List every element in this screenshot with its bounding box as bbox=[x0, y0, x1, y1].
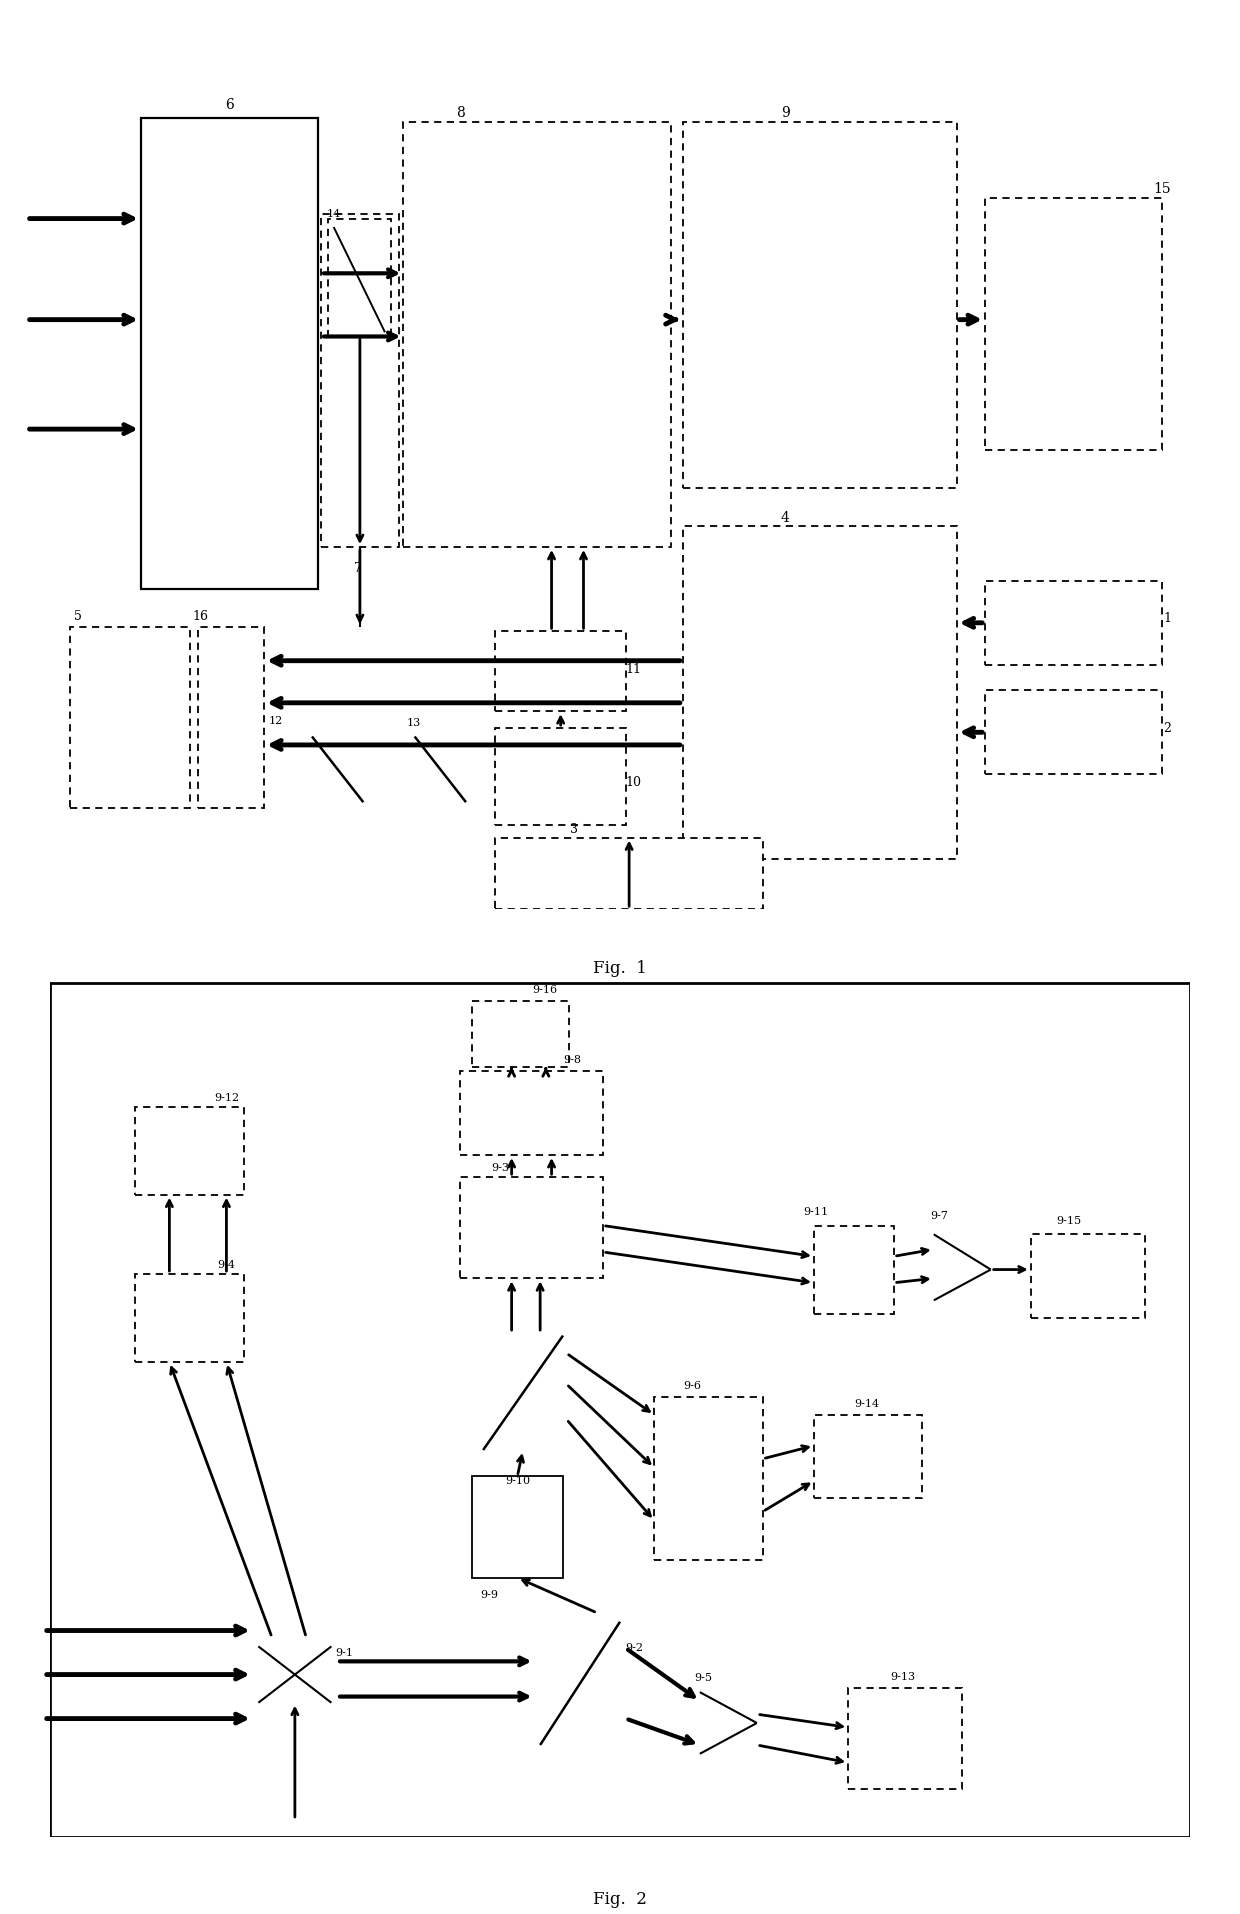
Text: 2: 2 bbox=[1163, 722, 1172, 735]
Text: 14: 14 bbox=[327, 209, 341, 218]
Text: 9: 9 bbox=[781, 107, 790, 121]
Bar bbox=[321, 214, 399, 547]
Text: 9-16: 9-16 bbox=[532, 984, 557, 995]
Bar bbox=[683, 526, 956, 859]
Text: 15: 15 bbox=[1153, 182, 1171, 195]
Bar bbox=[460, 1072, 603, 1154]
Text: 9-6: 9-6 bbox=[683, 1380, 701, 1391]
Bar bbox=[848, 1688, 962, 1790]
Text: 7: 7 bbox=[353, 561, 362, 574]
Text: 16: 16 bbox=[192, 611, 208, 624]
Text: 10: 10 bbox=[626, 777, 641, 789]
Text: 9-13: 9-13 bbox=[890, 1673, 915, 1682]
Text: 9-1: 9-1 bbox=[335, 1648, 353, 1658]
Text: 9-2: 9-2 bbox=[626, 1642, 644, 1654]
Bar bbox=[141, 117, 317, 590]
Text: 9-4: 9-4 bbox=[217, 1259, 236, 1271]
Text: 11: 11 bbox=[626, 662, 641, 676]
Text: 1: 1 bbox=[1163, 612, 1172, 626]
Bar bbox=[135, 1106, 243, 1194]
Bar bbox=[471, 1476, 563, 1577]
Text: 9-12: 9-12 bbox=[213, 1093, 239, 1102]
Text: 9-8: 9-8 bbox=[563, 1055, 582, 1064]
Text: 9-5: 9-5 bbox=[694, 1673, 712, 1684]
Bar bbox=[985, 691, 1162, 775]
Text: Fig.  1: Fig. 1 bbox=[593, 959, 647, 976]
Bar bbox=[985, 580, 1162, 664]
Text: 9-14: 9-14 bbox=[854, 1399, 879, 1409]
Text: 4: 4 bbox=[781, 511, 790, 524]
Text: 9-7: 9-7 bbox=[930, 1212, 949, 1221]
Bar bbox=[460, 1177, 603, 1279]
Text: 3: 3 bbox=[570, 823, 578, 836]
Bar bbox=[135, 1275, 243, 1363]
Text: 6: 6 bbox=[226, 98, 234, 111]
Bar bbox=[683, 122, 956, 488]
Text: 5: 5 bbox=[74, 611, 82, 624]
Bar bbox=[403, 122, 671, 547]
Bar bbox=[71, 628, 190, 808]
Bar bbox=[495, 727, 626, 825]
Text: 12: 12 bbox=[269, 716, 283, 725]
Text: 9-9: 9-9 bbox=[480, 1591, 497, 1600]
Text: 9-3: 9-3 bbox=[491, 1164, 510, 1173]
Bar bbox=[813, 1414, 923, 1499]
Bar bbox=[327, 218, 391, 337]
Text: 8: 8 bbox=[456, 107, 465, 121]
Text: 9-10: 9-10 bbox=[505, 1476, 529, 1487]
Bar bbox=[813, 1225, 894, 1313]
Bar bbox=[471, 1001, 569, 1068]
Bar bbox=[1030, 1235, 1145, 1319]
Text: Fig.  2: Fig. 2 bbox=[593, 1891, 647, 1908]
Bar bbox=[495, 632, 626, 712]
Bar bbox=[985, 197, 1162, 450]
Text: 9-11: 9-11 bbox=[804, 1208, 828, 1217]
Text: 13: 13 bbox=[407, 718, 420, 727]
Bar bbox=[655, 1397, 763, 1560]
Bar bbox=[495, 838, 763, 909]
Bar bbox=[198, 628, 264, 808]
Text: 9-15: 9-15 bbox=[1055, 1215, 1081, 1227]
